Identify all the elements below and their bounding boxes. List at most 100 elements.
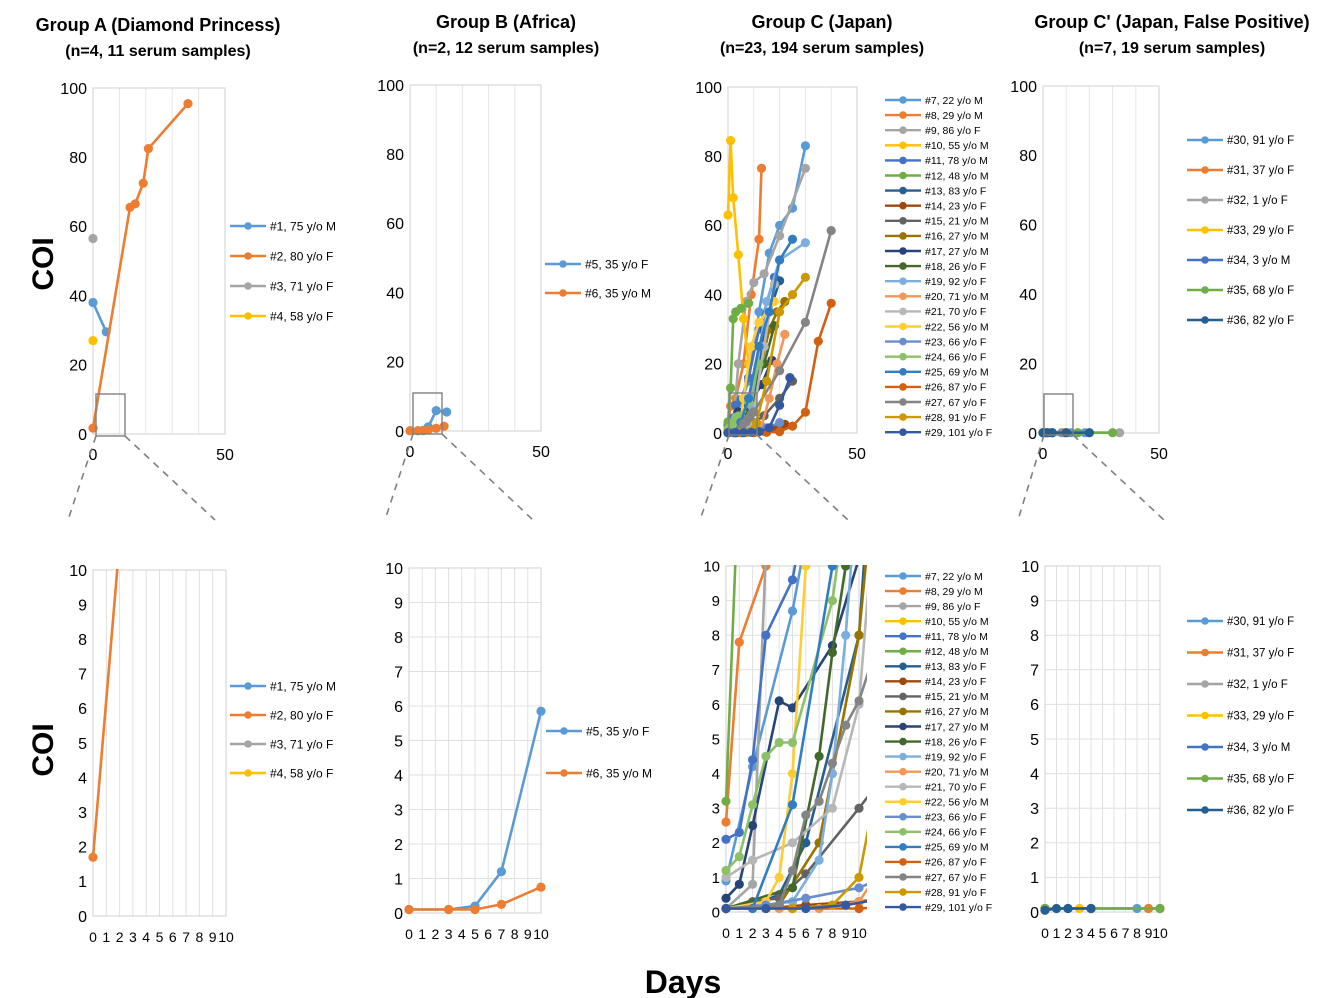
legend-marker (899, 707, 907, 716)
legend-item: #22, 56 y/o M (885, 321, 989, 333)
legend-label: #36, 82 y/o F (1227, 805, 1294, 817)
data-point (1040, 905, 1050, 915)
y-tick-label: 10 (1021, 559, 1039, 576)
legend-label: #28, 91 y/o F (925, 887, 986, 899)
y-tick-label: 2 (78, 840, 87, 857)
plot-area (92, 87, 226, 435)
legend-item: #5, 35 y/o F (546, 724, 649, 738)
data-point (854, 883, 864, 893)
data-point (774, 696, 784, 706)
y-tick-label: 3 (78, 805, 87, 822)
legend-label: #3, 71 y/o F (270, 737, 333, 751)
legend-marker (899, 828, 907, 836)
data-point (987, 561, 996, 570)
legend-marker (244, 711, 252, 719)
x-tick-label: 4 (458, 926, 466, 942)
legend-marker (1201, 806, 1209, 814)
data-point (1086, 903, 1096, 914)
legend-marker (1201, 711, 1209, 720)
legend-item: #6, 35 y/o M (545, 286, 651, 300)
group-subtitle: (n=2, 12 serum samples) (413, 40, 599, 57)
data-point (1108, 428, 1118, 438)
legend-marker (899, 428, 907, 437)
legend-marker (899, 737, 907, 746)
data-point (775, 427, 785, 437)
legend-marker (899, 247, 907, 255)
y-tick-label: 0 (1028, 426, 1037, 443)
legend-marker (899, 692, 907, 701)
legend-item: #18, 26 y/o F (885, 736, 986, 748)
data-point (748, 800, 758, 810)
x-tick-label: 50 (848, 446, 866, 463)
data-point (801, 893, 811, 903)
y-tick-label: 10 (69, 563, 87, 580)
y-tick-label: 60 (704, 218, 722, 235)
data-point (423, 425, 433, 435)
x-tick-label: 50 (532, 444, 550, 461)
data-point (761, 751, 771, 761)
x-tick-label: 8 (511, 926, 519, 942)
series-group (88, 99, 193, 433)
data-point (431, 406, 441, 416)
y-tick-label: 4 (712, 766, 720, 783)
legend-label: #13, 83 y/o F (925, 185, 986, 197)
legend-label: #15, 21 y/o M (925, 216, 989, 228)
zoom-indicator (67, 393, 216, 521)
legend-marker (1201, 617, 1209, 625)
x-tick-label: 5 (789, 925, 797, 941)
data-point (1155, 903, 1165, 914)
data-point (828, 354, 837, 363)
x-tick-label: 4 (1087, 925, 1095, 941)
legend: #1, 75 y/o M #2, 80 y/o F #3, 71 y/o F #4, … (230, 219, 336, 323)
legend-label: #36, 82 y/o F (1227, 315, 1294, 327)
x-tick-label: 50 (216, 447, 234, 464)
legend-label: #4, 58 y/o F (270, 309, 333, 323)
legend-label: #9, 86 y/o F (925, 601, 980, 613)
data-point (733, 250, 743, 260)
data-point (759, 269, 769, 279)
data-point (868, 804, 877, 813)
legend-marker (1201, 774, 1209, 783)
series-line (91, 102, 189, 429)
x-tick-label: 1 (102, 929, 110, 945)
legend: #5, 35 y/o F #6, 35 y/o M (545, 257, 651, 300)
plot-area (727, 86, 858, 434)
legend-marker (899, 383, 907, 391)
x-tick-label: 3 (762, 925, 770, 941)
data-point (754, 317, 764, 327)
legend-marker (899, 843, 907, 851)
y-tick-label: 60 (386, 216, 404, 233)
series-group (1040, 903, 1165, 915)
legend-item: #33, 29 y/o F (1187, 711, 1294, 723)
zoom-indicator (384, 392, 534, 521)
legend-label: #17, 27 y/o M (925, 721, 989, 733)
data-point (726, 383, 736, 393)
y-tick-label: 40 (69, 288, 87, 305)
legend-label: #32, 1 y/o F (1227, 679, 1288, 691)
legend-item: #22, 56 y/o M (885, 797, 989, 809)
y-tick-label: 10 (385, 561, 403, 578)
legend-item: #11, 78 y/o M (885, 631, 988, 643)
y-tick-label: 6 (394, 699, 403, 716)
legend-item: #19, 92 y/o F (885, 751, 986, 763)
legend-item: #15, 21 y/o M (885, 691, 989, 703)
y-tick-label: 7 (78, 667, 87, 684)
legend-item: #7, 22 y/o M (885, 95, 983, 107)
legend-label: #6, 35 y/o M (586, 766, 652, 780)
data-point (749, 407, 759, 417)
x-tick-label: 8 (1133, 925, 1141, 941)
data-point (800, 407, 811, 417)
legend-label: #21, 70 y/o F (925, 781, 986, 793)
legend-item: #11, 78 y/o M (885, 155, 988, 167)
legend-item: #20, 71 y/o M (885, 766, 989, 778)
data-point (854, 803, 864, 813)
data-point (787, 421, 798, 431)
data-point (800, 163, 811, 173)
x-tick-label: 10 (1152, 925, 1168, 941)
data-point (881, 894, 890, 903)
legend-label: #7, 22 y/o M (925, 95, 983, 107)
data-point (726, 136, 736, 146)
data-point (756, 163, 767, 173)
legend-item: #28, 91 y/o F (885, 887, 986, 899)
